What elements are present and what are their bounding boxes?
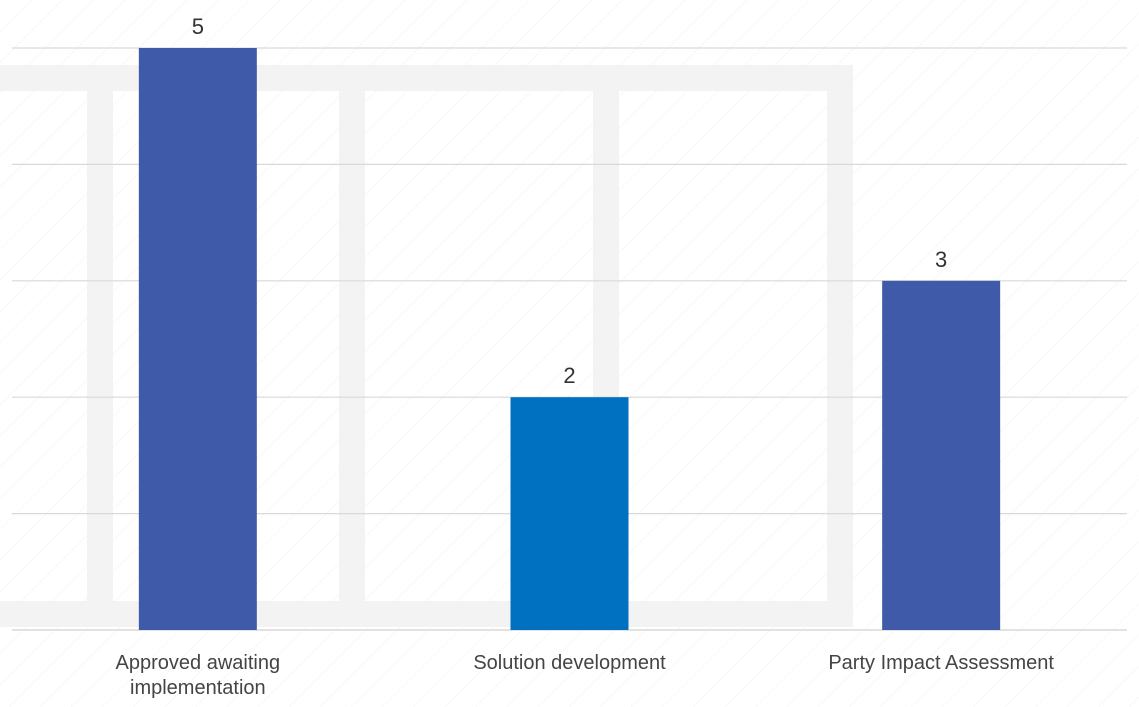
bar bbox=[882, 280, 1001, 630]
category-labels: Approved awaiting implementation Solution … bbox=[116, 652, 1055, 699]
category-label: Approved awaiting bbox=[116, 652, 281, 674]
background-frame bbox=[0, 65, 853, 627]
bar bbox=[510, 397, 629, 630]
data-labels: 5 2 3 bbox=[192, 14, 948, 388]
bars bbox=[138, 48, 1001, 630]
category-label: Solution development bbox=[473, 652, 666, 674]
category-label: implementation bbox=[130, 677, 266, 699]
data-label: 2 bbox=[563, 363, 575, 388]
data-label: 5 bbox=[192, 14, 204, 39]
data-label: 3 bbox=[935, 247, 947, 272]
category-label: Party Impact Assessment bbox=[828, 652, 1054, 674]
bar bbox=[138, 48, 257, 630]
